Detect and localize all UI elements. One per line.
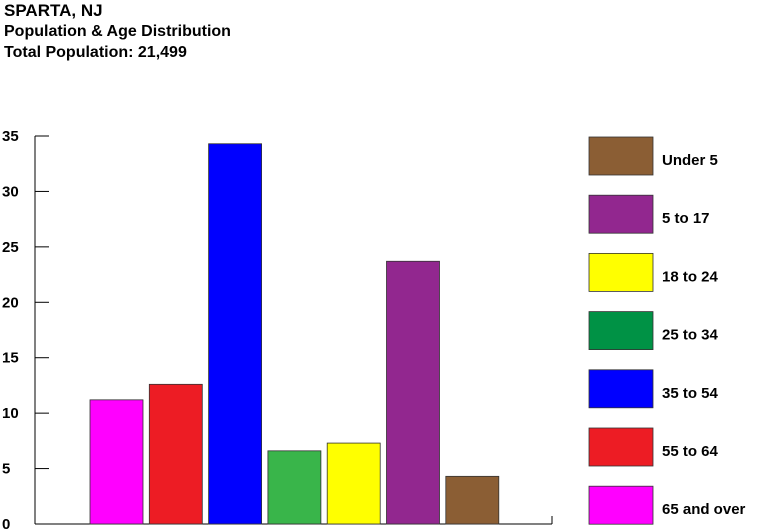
legend-label: 55 to 64 (662, 443, 719, 460)
bar-65-and-over (89, 399, 144, 525)
bar-25-to-34 (267, 450, 322, 525)
legend-swatch (588, 485, 654, 525)
legend: Under 5 5 to 17 18 to 24 25 to 34 35 to 54 55… (588, 136, 746, 525)
legend-label: 5 to 17 (662, 210, 710, 227)
chart-subtitle: Population & Age Distribution (4, 23, 231, 40)
y-tick-label: 5 (2, 461, 10, 478)
bar-35-to-54 (208, 143, 263, 525)
legend-label: 35 to 54 (662, 385, 719, 402)
legend-label: 65 and over (662, 501, 746, 518)
legend-swatch (588, 136, 654, 176)
y-tick-label: 30 (2, 183, 19, 200)
y-tick-label: 35 (2, 128, 19, 145)
legend-label: 18 to 24 (662, 268, 719, 285)
legend-label: 25 to 34 (662, 327, 719, 344)
legend-swatch (588, 311, 654, 351)
legend-label: Under 5 (662, 152, 718, 169)
total-population: Total Population: 21,499 (4, 44, 187, 61)
bar-55-to-64 (148, 383, 203, 525)
legend-swatch (588, 252, 654, 292)
legend-swatch (588, 427, 654, 467)
legend-swatch (588, 194, 654, 234)
y-tick-label: 15 (2, 350, 19, 367)
y-tick-label: 0 (2, 516, 10, 531)
y-tick-label: 20 (2, 294, 19, 311)
y-tick-label: 25 (2, 239, 19, 256)
chart-header: SPARTA, NJ Population & Age Distribution… (4, 0, 231, 63)
chart-title: SPARTA, NJ (4, 1, 103, 20)
bars (89, 143, 500, 525)
bar-18-to-24 (326, 442, 381, 525)
legend-swatch (588, 369, 654, 409)
bar-under-5 (445, 475, 500, 525)
bar-5-to-17 (386, 260, 440, 525)
y-tick-label: 10 (2, 405, 19, 422)
